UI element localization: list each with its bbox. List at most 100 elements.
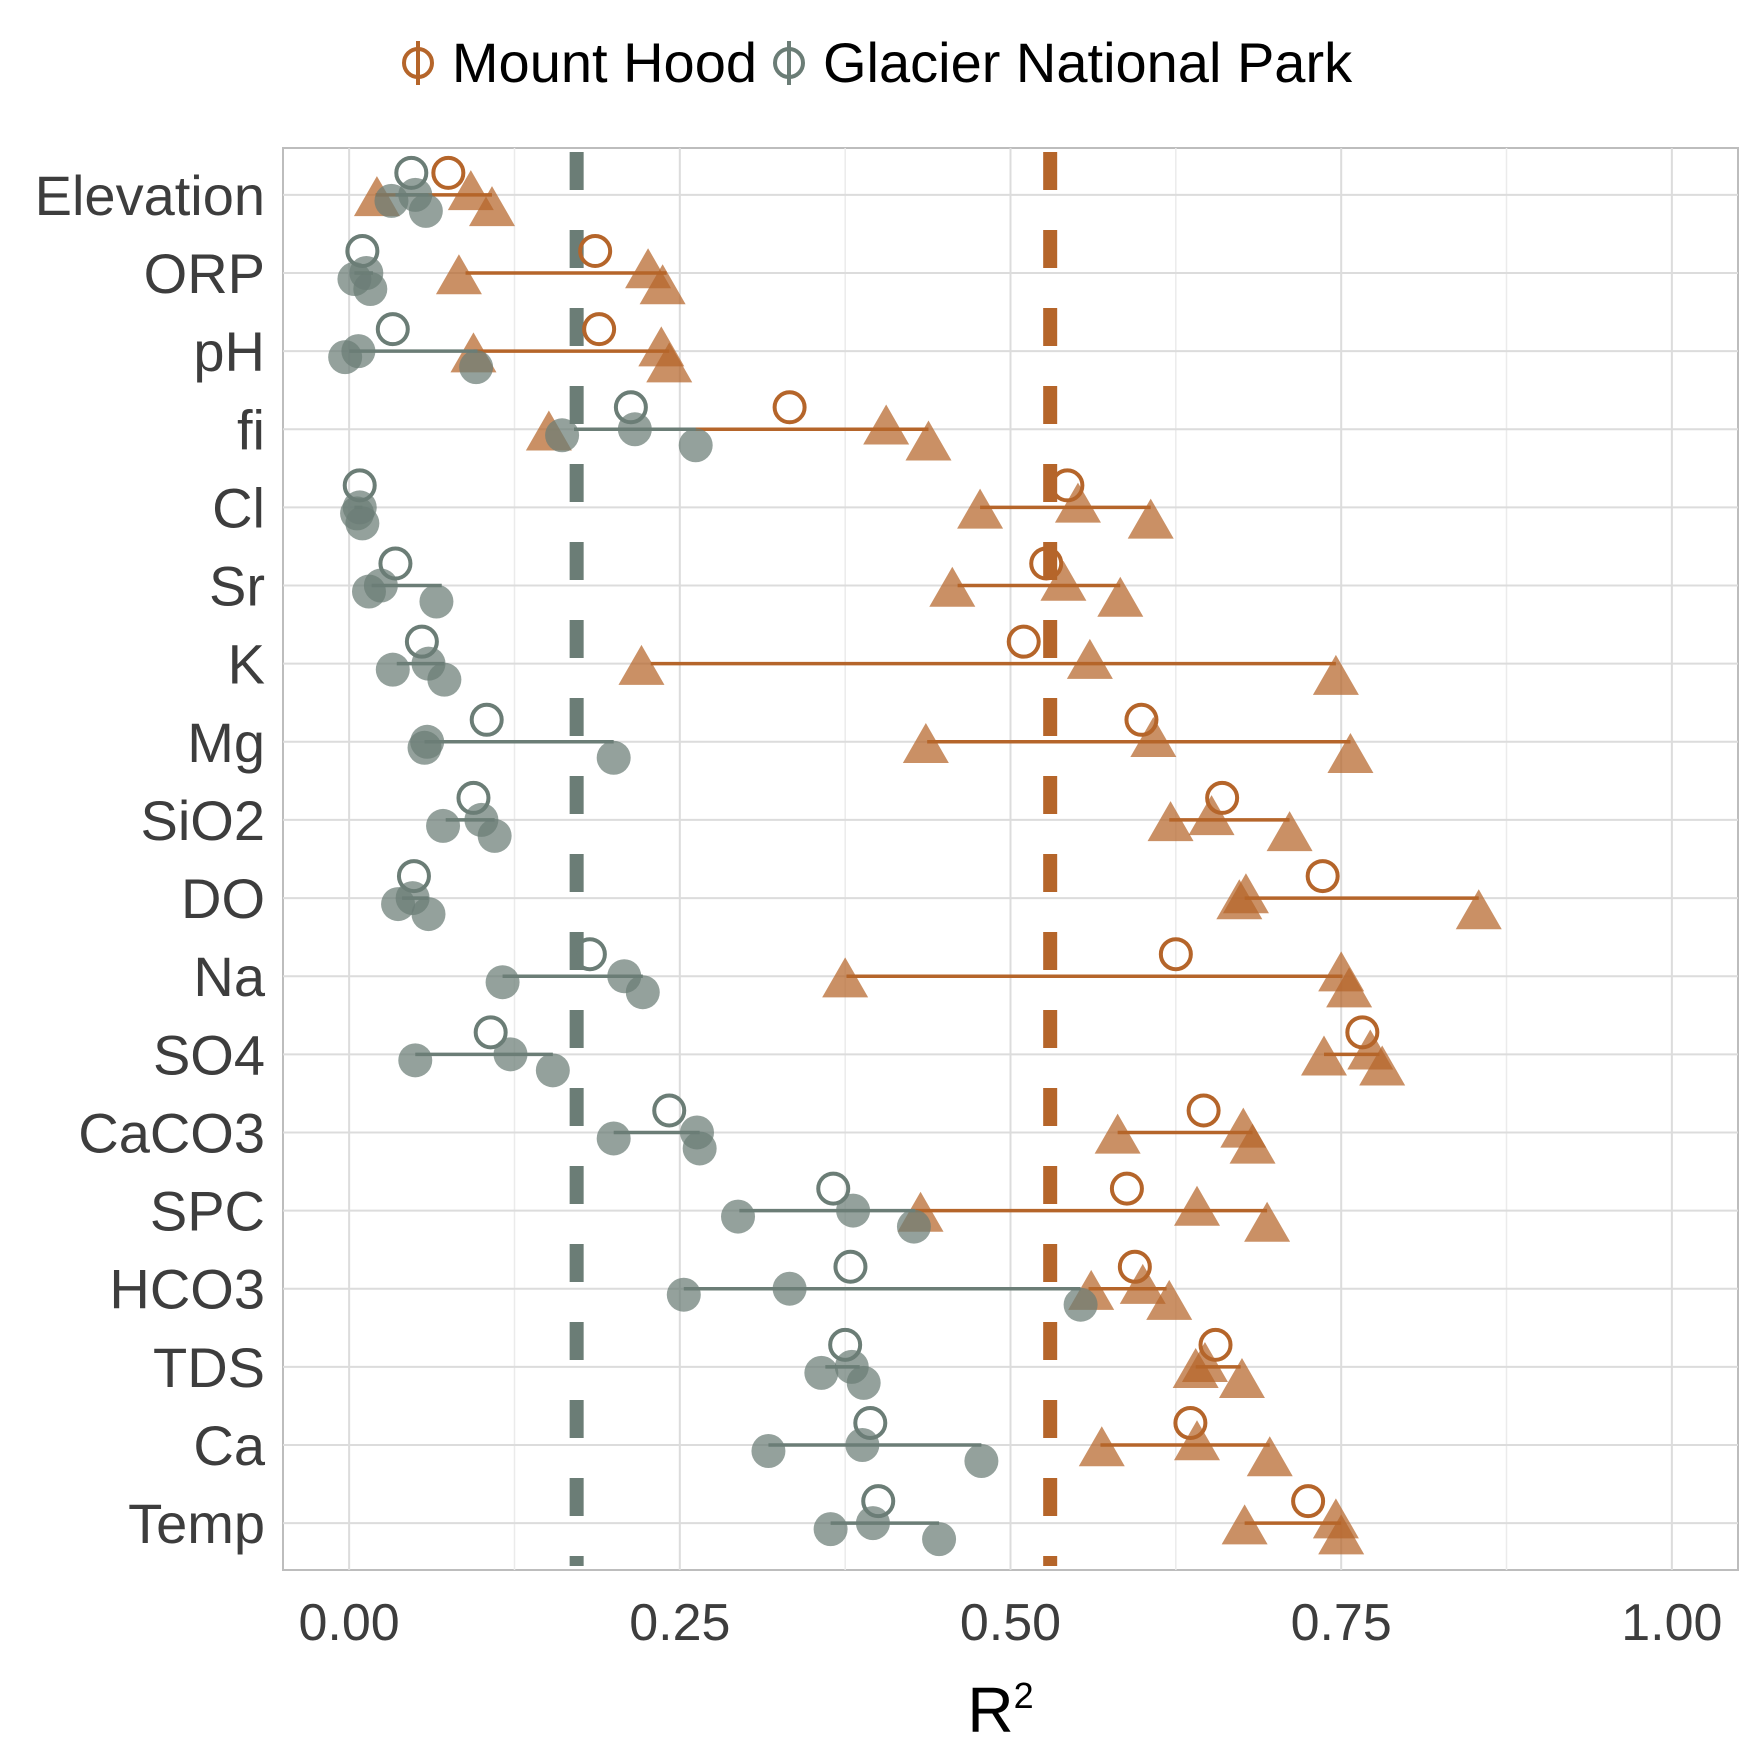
replicate-dot-glacier-national-park — [964, 1443, 999, 1478]
legend-label-mount-hood: Mount Hood — [451, 31, 757, 94]
replicate-dot-glacier-national-park — [459, 350, 494, 385]
mean-marker-glacier-national-park — [613, 390, 648, 425]
y-tick-label-temp: Temp — [128, 1492, 265, 1555]
y-tick-label-spc: SPC — [150, 1180, 265, 1243]
mean-marker-mount-hood — [1305, 859, 1340, 894]
row-k-glacier-national-park — [375, 624, 462, 697]
x-tick-label: 0.75 — [1291, 1594, 1392, 1652]
replicate-dot-glacier-national-park — [617, 412, 652, 447]
row-na-mount-hood — [822, 937, 1373, 1008]
row-fi-glacier-national-park — [545, 390, 713, 463]
mean-marker-glacier-national-park — [572, 937, 607, 972]
y-tick-label-cl: Cl — [212, 476, 265, 539]
replicate-triangle-mount-hood — [1218, 1358, 1265, 1399]
y-tick-label-elevation: Elevation — [35, 164, 265, 227]
row-temp-glacier-national-park — [813, 1484, 957, 1557]
replicate-dot-glacier-national-park — [477, 818, 512, 853]
y-tick-label-mg: Mg — [187, 711, 265, 774]
replicate-triangle-mount-hood — [1266, 811, 1313, 852]
replicate-triangle-mount-hood — [1246, 1436, 1293, 1477]
marks — [328, 155, 1502, 1557]
replicate-triangle-mount-hood — [1147, 801, 1194, 842]
replicate-dot-glacier-national-park — [804, 1355, 839, 1390]
replicate-triangle-mount-hood — [1146, 1279, 1193, 1320]
replicate-triangle-mount-hood — [1174, 1185, 1221, 1226]
y-tick-label-sio2: SiO2 — [141, 789, 266, 852]
x-axis-title-superscript: 2 — [1014, 1675, 1034, 1716]
mean-marker-mount-hood — [1186, 1093, 1221, 1128]
y-tick-label-caco3: CaCO3 — [78, 1101, 265, 1164]
row-temp-mount-hood — [1221, 1484, 1365, 1555]
replicate-triangle-mount-hood — [822, 957, 869, 998]
legend-item-glacier-national-park[interactable]: Glacier National Park — [769, 30, 1352, 95]
replicate-triangle-mount-hood — [863, 404, 910, 445]
row-sr-glacier-national-park — [351, 546, 454, 619]
y-tick-label-ca: Ca — [193, 1414, 265, 1477]
replicate-triangle-mount-hood — [435, 254, 482, 295]
row-orp-mount-hood — [435, 234, 686, 305]
mean-marker-glacier-national-park — [828, 1327, 863, 1362]
replicate-triangle-mount-hood — [929, 566, 976, 607]
replicate-triangle-mount-hood — [646, 342, 693, 383]
mean-marker-mount-hood — [772, 390, 807, 425]
row-na-glacier-national-park — [485, 937, 660, 1010]
replicate-dot-glacier-national-park — [427, 662, 462, 697]
replicate-dot-glacier-national-park — [345, 506, 380, 541]
replicate-dot-glacier-national-park — [845, 1427, 880, 1462]
mean-marker-mount-hood — [1006, 624, 1041, 659]
replicate-triangle-mount-hood — [1181, 1342, 1228, 1383]
y-axis-labels: Elevation ORP pH fi Cl Sr K Mg SiO2 DO Na SO4 CaCO3 S… — [35, 164, 266, 1555]
mean-marker-glacier-national-park — [473, 1015, 508, 1050]
legend-label-glacier-national-park: Glacier National Park — [822, 31, 1353, 94]
mean-marker-mount-hood — [1158, 937, 1193, 972]
y-tick-label-k: K — [228, 633, 265, 696]
replicate-triangle-mount-hood — [1066, 638, 1113, 679]
mean-marker-mount-hood — [1117, 1249, 1152, 1284]
replicate-triangle-mount-hood — [1244, 1201, 1291, 1242]
replicate-triangle-mount-hood — [618, 644, 665, 685]
replicate-triangle-mount-hood — [468, 186, 515, 227]
y-tick-label-sr: Sr — [209, 555, 265, 618]
replicate-dot-glacier-national-park — [772, 1271, 807, 1306]
mean-marker-mount-hood — [578, 234, 613, 269]
replicate-dot-glacier-national-park — [751, 1433, 786, 1468]
replicate-dot-glacier-national-park — [836, 1193, 871, 1228]
replicate-triangle-mount-hood — [957, 488, 1004, 529]
replicate-dot-glacier-national-park — [625, 975, 660, 1010]
y-tick-label-do: DO — [181, 867, 265, 930]
replicate-triangle-mount-hood — [1127, 498, 1174, 539]
mean-marker-glacier-national-park — [833, 1249, 868, 1284]
replicate-dot-glacier-national-park — [375, 652, 410, 687]
replicate-triangle-mount-hood — [1119, 1263, 1166, 1304]
legend-key-glacier-national-park — [772, 40, 805, 85]
mean-marker-glacier-national-park — [853, 1405, 888, 1440]
replicate-triangle-mount-hood — [1312, 654, 1359, 695]
mean-marker-glacier-national-park — [394, 155, 429, 190]
replicate-dot-glacier-national-park — [493, 1037, 528, 1072]
row-caco3-mount-hood — [1094, 1093, 1276, 1164]
x-axis-title-main: R — [967, 1674, 1013, 1746]
x-axis-labels: 0.00 0.25 0.50 0.75 1.00 — [299, 1594, 1723, 1652]
row-cl-glacier-national-park — [340, 468, 380, 541]
replicate-dot-glacier-national-park — [596, 1121, 631, 1156]
mean-marker-glacier-national-park — [456, 780, 491, 815]
replicate-dot-glacier-national-park — [855, 1506, 890, 1541]
mean-marker-glacier-national-park — [816, 1171, 851, 1206]
replicate-triangle-mount-hood — [902, 723, 949, 764]
replicate-dot-glacier-national-park — [545, 418, 580, 453]
row-ca-glacier-national-park — [751, 1405, 999, 1478]
replicate-dot-glacier-national-park — [682, 1131, 717, 1166]
replicate-triangle-mount-hood — [1188, 795, 1235, 836]
mean-marker-glacier-national-park — [345, 234, 380, 269]
row-spc-glacier-national-park — [721, 1171, 931, 1244]
replicate-triangle-mount-hood — [1222, 873, 1269, 914]
mean-marker-glacier-national-park — [375, 312, 410, 347]
replicate-triangle-mount-hood — [1040, 560, 1087, 601]
replicate-triangle-mount-hood — [1130, 717, 1177, 758]
legend-item-mount-hood[interactable]: Mount Hood — [398, 30, 757, 95]
replicate-triangle-mount-hood — [1094, 1113, 1141, 1154]
mean-marker-glacier-national-park — [652, 1093, 687, 1128]
replicate-dot-glacier-national-park — [398, 1043, 433, 1078]
mean-marker-mount-hood — [1109, 1171, 1144, 1206]
